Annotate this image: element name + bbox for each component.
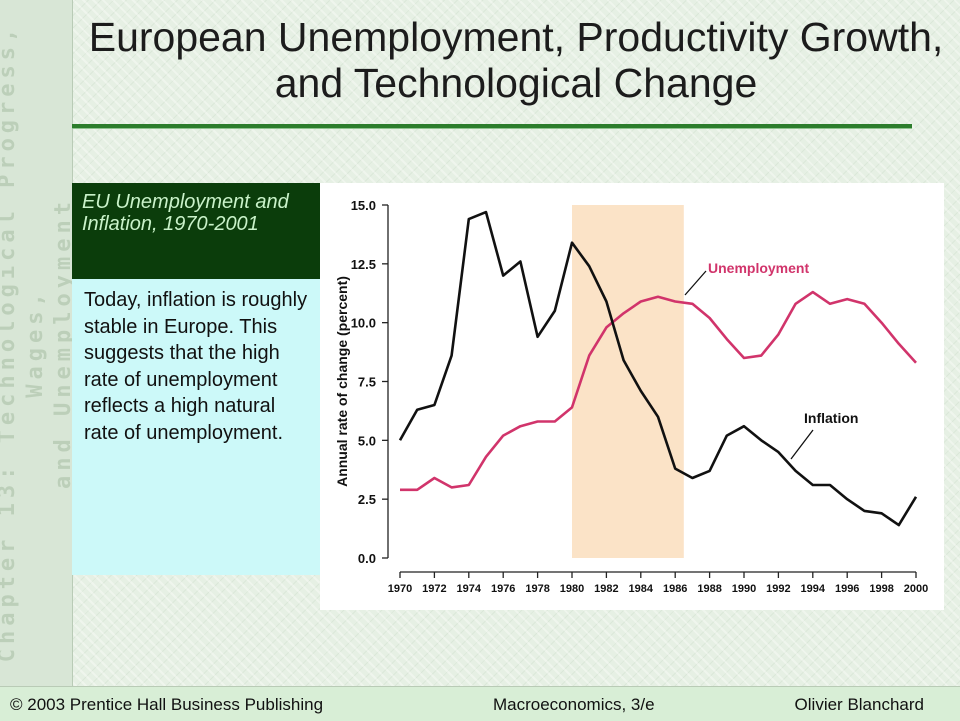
y-tick-label: 5.0 [358, 433, 376, 448]
footer: © 2003 Prentice Hall Business Publishing… [0, 686, 960, 721]
slide-title: European Unemployment, Productivity Grow… [88, 14, 944, 106]
x-tick-label: 1972 [422, 583, 446, 595]
x-tick-label: 1974 [457, 583, 482, 595]
body-text: Today, inflation is roughly stable in Eu… [72, 279, 320, 575]
footer-book-title: Macroeconomics, 3/e [493, 695, 655, 714]
x-tick-label: 1984 [629, 583, 654, 595]
annotation-inflation: Inflation [804, 410, 858, 426]
series-line-unemployment [400, 290, 917, 492]
shaded-period [572, 205, 684, 558]
x-tick-label: 1970 [388, 583, 412, 595]
x-tick-label: 1978 [525, 583, 549, 595]
annotation-unemployment: Unemployment [708, 260, 809, 276]
x-tick-label: 1976 [491, 583, 515, 595]
x-tick-label: 1992 [766, 583, 790, 595]
title-divider [72, 124, 912, 129]
series-line-inflation [398, 210, 918, 527]
y-tick-label: 0.0 [358, 551, 376, 566]
x-tick-label: 1994 [801, 583, 826, 595]
x-tick-label: 1982 [594, 583, 618, 595]
x-tick-label: 1980 [560, 583, 584, 595]
y-tick-label: 7.5 [358, 375, 376, 390]
x-tick-label: 1988 [697, 583, 721, 595]
y-axis-label: Annual rate of change (percent) [334, 276, 350, 487]
x-tick-label: 2000 [904, 583, 928, 595]
sidebar-chapter-text: Chapter 13: Technological Progress, Wage… [0, 13, 78, 673]
y-tick-label: 2.5 [358, 492, 376, 507]
x-tick-label: 1998 [869, 583, 893, 595]
y-tick-label: 10.0 [351, 316, 376, 331]
x-tick-label: 1986 [663, 583, 687, 595]
x-tick-label: 1990 [732, 583, 756, 595]
chart-panel: 0.0 2.5 5.0 7.5 10.0 12.5 15.0 1970 1972 1974 1976… [320, 183, 944, 610]
sidebar: Chapter 13: Technological Progress, Wage… [0, 0, 76, 686]
chart-subtitle: EU Unemployment and Inflation, 1970-2001 [72, 183, 320, 279]
footer-author: Olivier Blanchard [794, 695, 924, 714]
annotation-unemployment-pointer [684, 270, 707, 296]
sidebar-line-1: Chapter 13: Technological Progress, Wage… [0, 23, 48, 663]
y-tick-label: 15.0 [351, 198, 376, 213]
annotation-inflation-pointer [790, 429, 814, 460]
y-tick-label: 12.5 [351, 257, 376, 272]
line-chart: 0.0 2.5 5.0 7.5 10.0 12.5 15.0 1970 1972 1974 1976… [334, 198, 928, 595]
x-tick-label: 1996 [835, 583, 859, 595]
footer-copyright: © 2003 Prentice Hall Business Publishing [10, 695, 324, 714]
